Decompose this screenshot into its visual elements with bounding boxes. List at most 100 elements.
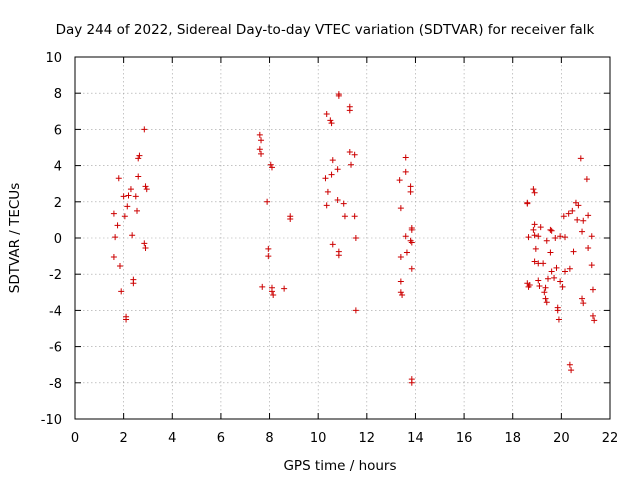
data-point — [577, 155, 584, 162]
data-point — [525, 234, 532, 241]
data-point — [574, 216, 581, 223]
y-tick-label: -8 — [49, 377, 62, 392]
data-point — [568, 367, 575, 374]
data-point — [256, 131, 263, 138]
data-point — [346, 103, 353, 110]
data-point — [579, 295, 586, 302]
x-tick-label: 0 — [71, 431, 79, 446]
data-point — [526, 282, 533, 289]
data-point — [397, 278, 404, 285]
data-point — [110, 254, 117, 261]
data-point — [553, 264, 560, 271]
data-point — [585, 244, 592, 251]
data-point — [258, 137, 265, 144]
data-point — [557, 233, 564, 240]
data-point — [547, 226, 554, 233]
data-point — [402, 154, 409, 161]
data-point — [110, 210, 117, 217]
data-point — [142, 183, 149, 190]
x-tick-label: 6 — [217, 431, 225, 446]
data-point — [328, 120, 335, 127]
x-tick-labels: 0 2 4 6 8 10 12 14 16 18 20 22 — [71, 431, 618, 446]
y-tick-label: 4 — [54, 160, 62, 175]
data-point — [583, 176, 590, 183]
data-point — [142, 244, 149, 251]
data-point — [141, 240, 148, 247]
data-point — [402, 168, 409, 175]
data-point — [566, 265, 573, 272]
data-point — [548, 227, 555, 234]
x-axis-label: GPS time / hours — [283, 458, 396, 474]
axis-ticks — [74, 56, 611, 420]
data-point — [329, 241, 336, 248]
data-point — [116, 263, 123, 270]
data-point — [551, 274, 558, 281]
y-tick-label: 0 — [54, 232, 62, 247]
data-point — [585, 212, 592, 219]
data-point — [402, 233, 409, 240]
data-point — [408, 226, 415, 233]
data-point — [346, 149, 353, 156]
data-point — [324, 188, 331, 195]
y-tick-label: 10 — [45, 51, 62, 66]
data-point — [589, 312, 596, 319]
data-point — [341, 213, 348, 220]
data-point — [557, 278, 564, 285]
y-axis-label: SDTVAR / TECUs — [7, 183, 23, 293]
data-point — [397, 205, 404, 212]
grid-lines — [75, 57, 610, 419]
y-tick-label: 2 — [54, 196, 62, 211]
data-point — [334, 166, 341, 173]
x-tick-label: 22 — [602, 431, 619, 446]
x-tick-label: 4 — [168, 431, 176, 446]
data-point — [135, 173, 142, 180]
x-tick-label: 20 — [553, 431, 570, 446]
data-point — [130, 280, 137, 287]
x-tick-label: 16 — [456, 431, 473, 446]
data-point — [555, 316, 562, 323]
x-tick-label: 2 — [119, 431, 127, 446]
data-point — [569, 207, 576, 214]
data-point — [112, 234, 119, 241]
data-point — [322, 175, 329, 182]
y-tick-labels: -10 -8 -6 -4 -2 0 2 4 6 8 10 — [41, 51, 62, 428]
y-tick-label: -4 — [49, 304, 62, 319]
y-tick-label: -2 — [49, 268, 62, 283]
data-point — [334, 196, 341, 203]
x-tick-label: 10 — [310, 431, 327, 446]
data-point — [407, 188, 414, 195]
y-tick-label: 8 — [54, 87, 62, 102]
data-point — [542, 284, 549, 291]
data-point — [537, 224, 544, 231]
data-point — [535, 233, 542, 240]
data-point — [335, 91, 342, 98]
data-point — [125, 192, 132, 199]
data-point — [407, 183, 414, 190]
data-point — [536, 282, 543, 289]
data-point — [579, 228, 586, 235]
data-point — [114, 222, 121, 229]
data-point — [408, 265, 415, 272]
chart-title: Day 244 of 2022, Sidereal Day-to-day VTE… — [56, 22, 595, 38]
data-point — [120, 193, 127, 200]
data-point — [352, 307, 359, 314]
data-point — [136, 152, 143, 159]
data-point — [591, 317, 598, 324]
data-point — [329, 157, 336, 164]
data-point — [265, 245, 272, 252]
data-point — [542, 295, 549, 302]
y-tick-label: -10 — [41, 413, 62, 428]
data-point — [397, 289, 404, 296]
data-point — [580, 300, 587, 307]
data-point — [127, 186, 134, 193]
data-point — [141, 126, 148, 133]
data-point — [351, 151, 358, 158]
data-point — [530, 186, 537, 193]
data-point — [403, 249, 410, 256]
data-point — [544, 275, 551, 282]
data-point — [129, 232, 136, 239]
data-point — [134, 207, 141, 214]
y-tick-label: 6 — [54, 123, 62, 138]
data-point — [121, 213, 128, 220]
